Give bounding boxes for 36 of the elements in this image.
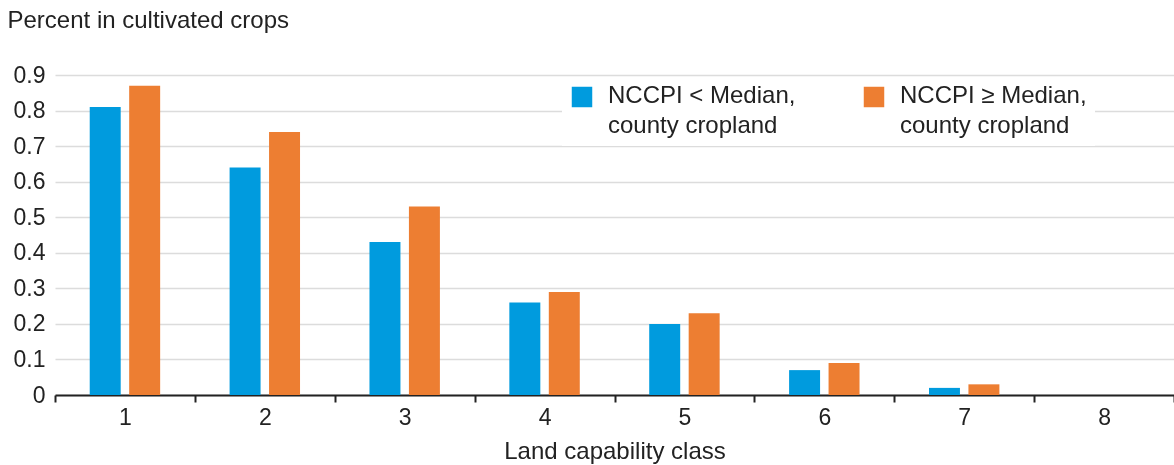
x-tick-label: 6 [818,403,832,430]
y-tick-label: 0.1 [13,345,46,372]
bar [269,131,301,395]
y-tick-label: 0.8 [13,97,46,124]
x-tick-label: 2 [258,403,272,430]
y-tick-label: 0.3 [13,274,46,301]
y-tick-label: 0.6 [13,168,46,195]
y-axis-title: Percent in cultivated crops [7,5,289,33]
bar [968,384,1000,395]
x-tick-label: 7 [958,403,972,430]
y-tick-label: 0.7 [13,132,46,159]
y-tick-label: 0.5 [13,203,46,230]
bar [369,242,401,395]
y-tick-label: 0.9 [13,61,46,88]
y-tick-label: 0.2 [13,310,46,337]
y-tick-label: 0.4 [13,239,46,266]
bar [129,85,161,395]
bar [548,291,580,395]
x-tick-label: 4 [538,403,552,430]
bar [229,167,261,395]
bar [828,363,860,395]
legend-label: NCCPI < Median, county cropland [608,81,796,138]
bar [509,302,541,395]
x-tick-label: 5 [678,403,692,430]
y-tick-label: 0 [32,381,46,408]
bar [688,313,720,395]
bar [928,387,960,395]
bar [89,107,121,395]
x-tick-label: 8 [1098,403,1111,430]
x-tick-label: 1 [119,403,132,430]
legend-label: NCCPI ≥ Median, county cropland [900,81,1087,138]
bar [408,206,440,395]
bar [649,323,681,395]
bar [789,370,821,395]
x-axis-title: Land capability class [504,436,726,464]
x-tick-label: 3 [398,403,412,430]
